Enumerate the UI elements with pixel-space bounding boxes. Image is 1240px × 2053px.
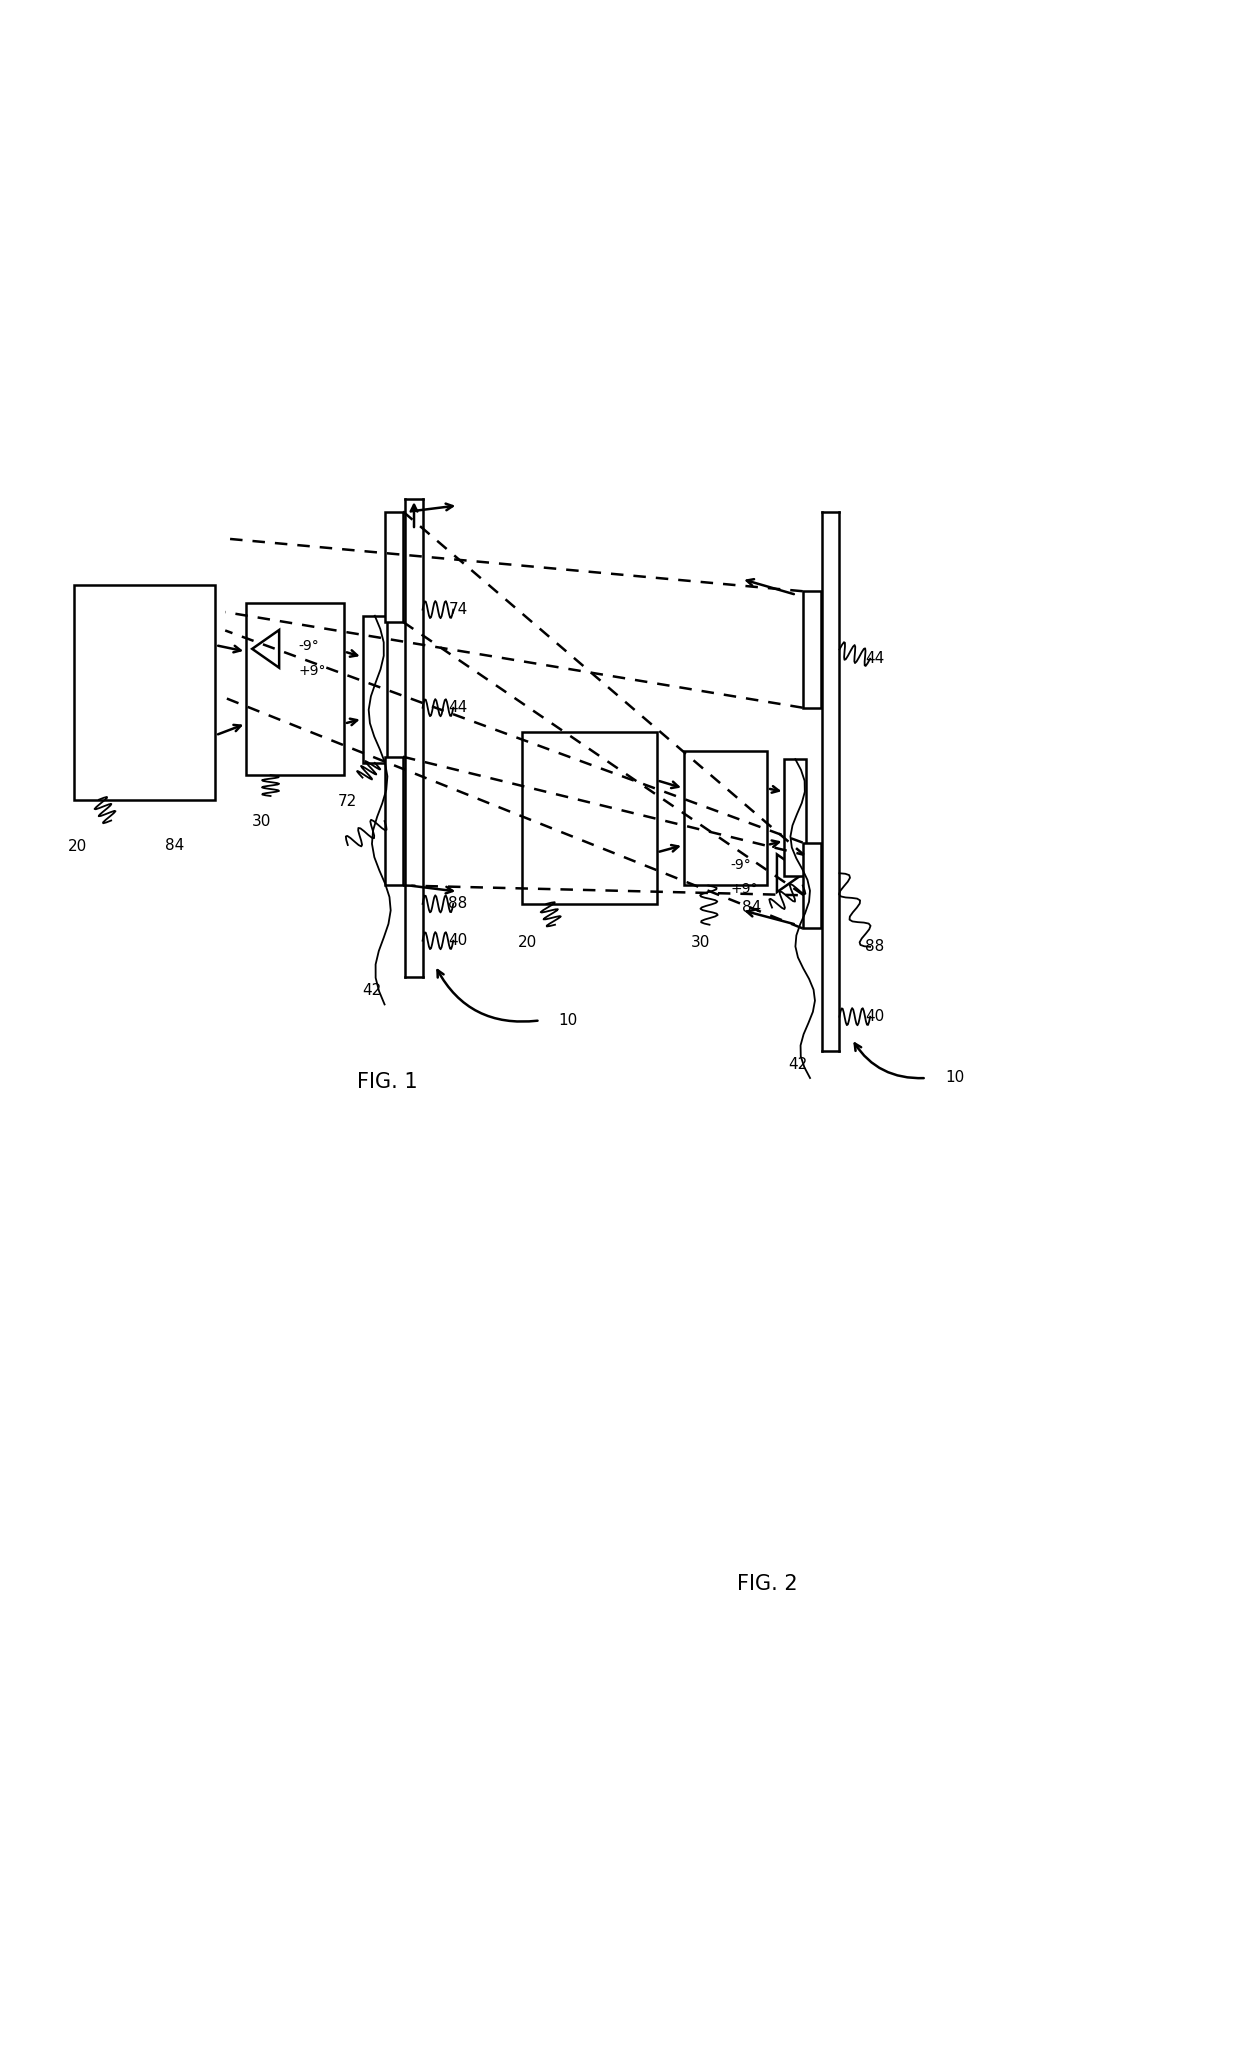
Text: 20: 20 [68,840,88,854]
Bar [802,842,821,928]
Text: 10: 10 [559,1012,578,1029]
Text: 88: 88 [449,897,467,912]
Text: -9°: -9° [730,858,751,873]
Bar [683,751,768,885]
Text: FIG. 1: FIG. 1 [357,1072,418,1092]
Bar [784,760,806,877]
Text: 88: 88 [866,940,884,955]
Text: 30: 30 [691,934,711,951]
Text: 74: 74 [449,602,467,618]
Text: 44: 44 [449,700,467,714]
Text: -9°: -9° [299,638,320,653]
Text: +9°: +9° [299,663,326,677]
Text: 10: 10 [945,1070,965,1086]
Text: +9°: +9° [730,883,758,897]
Bar [802,591,821,708]
Bar [362,616,387,764]
Text: 84: 84 [742,899,761,916]
Text: 40: 40 [449,934,467,948]
Text: 84: 84 [165,838,185,852]
Bar [246,604,345,776]
Bar [384,511,403,622]
Text: 42: 42 [363,983,382,998]
Bar [384,758,403,885]
Text: 42: 42 [789,1057,807,1072]
Text: 72: 72 [339,795,357,809]
Text: FIG. 2: FIG. 2 [737,1575,797,1595]
Text: 40: 40 [866,1010,884,1024]
Text: 20: 20 [518,934,537,951]
Text: 30: 30 [252,815,272,829]
Bar [522,733,657,903]
Bar [74,585,216,801]
Text: 44: 44 [866,651,884,665]
